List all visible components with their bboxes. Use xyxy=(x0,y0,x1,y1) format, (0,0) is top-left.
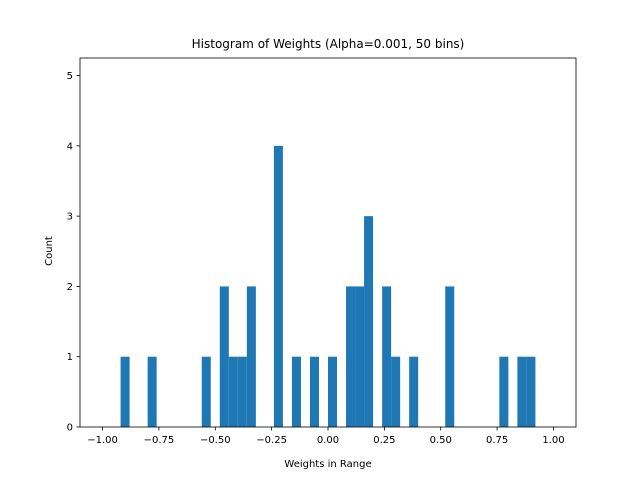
y-tick-label: 3 xyxy=(67,212,73,223)
x-tick-label: 0.25 xyxy=(373,435,395,446)
histogram-bar xyxy=(237,356,247,427)
histogram-bar xyxy=(291,356,301,427)
histogram-bar xyxy=(328,356,338,427)
y-tick-label: 5 xyxy=(67,71,73,82)
y-tick-label: 2 xyxy=(67,282,73,293)
histogram-bar xyxy=(309,356,319,427)
x-axis-label: Weights in Range xyxy=(284,459,371,470)
y-tick-label: 1 xyxy=(67,352,73,363)
x-tick-label: −0.50 xyxy=(200,435,231,446)
histogram-bar xyxy=(382,286,392,427)
x-tick-label: −1.00 xyxy=(87,435,118,446)
histogram-bar xyxy=(201,356,211,427)
x-tick-label: −0.25 xyxy=(256,435,287,446)
histogram-bar xyxy=(147,356,157,427)
bars-group xyxy=(120,145,536,427)
histogram-bar xyxy=(246,286,256,427)
histogram-bar xyxy=(355,286,365,427)
histogram-bar xyxy=(445,286,455,427)
plot-frame xyxy=(79,57,577,428)
chart-title: Histogram of Weights (Alpha=0.001, 50 bi… xyxy=(192,37,465,51)
histogram-bar xyxy=(391,356,401,427)
x-tick-label: 0.00 xyxy=(317,435,339,446)
histogram-bar xyxy=(517,356,527,427)
y-tick-label: 0 xyxy=(67,423,73,434)
x-ticks-group: −1.00 −0.75 −0.50 −0.25 0.00 0.25 0.50 0.75 1.00 xyxy=(87,427,565,446)
histogram-bar xyxy=(499,356,509,427)
y-tick-label: 4 xyxy=(67,141,73,152)
x-tick-label: 1.00 xyxy=(542,435,564,446)
histogram-bar xyxy=(219,286,229,427)
histogram-bar xyxy=(526,356,536,427)
y-ticks-group: 0 1 2 3 4 5 xyxy=(67,71,80,434)
x-tick-label: 0.50 xyxy=(430,435,452,446)
histogram-bar xyxy=(273,145,283,427)
y-axis-label: Count xyxy=(44,236,55,266)
histogram-bar xyxy=(120,356,130,427)
x-tick-label: −0.75 xyxy=(144,435,175,446)
x-tick-label: 0.75 xyxy=(486,435,508,446)
histogram-bar xyxy=(346,286,356,427)
histogram-bar xyxy=(228,356,238,427)
histogram-bar xyxy=(364,216,374,427)
histogram-bar xyxy=(409,356,419,427)
